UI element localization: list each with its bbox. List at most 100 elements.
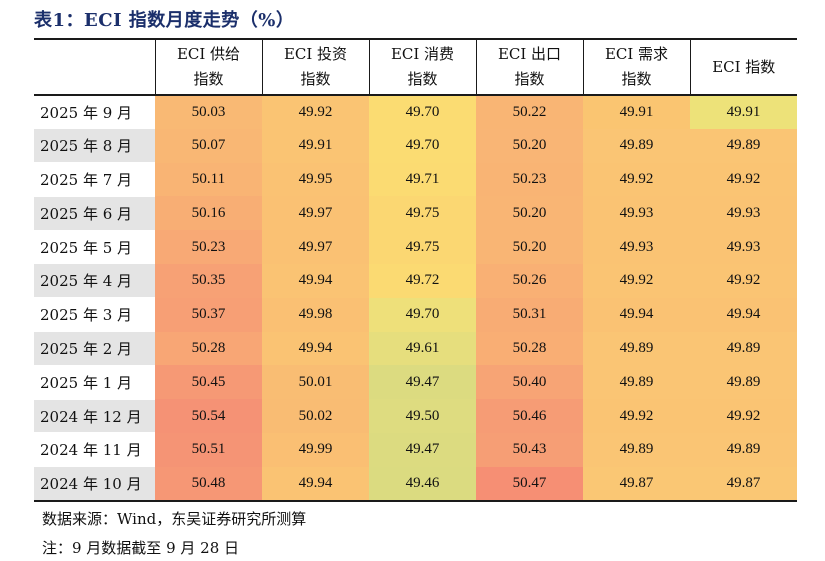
cell-demand: 49.87 — [583, 466, 690, 502]
cell-investment: 50.02 — [262, 399, 369, 433]
cell-export: 50.26 — [476, 263, 583, 298]
row-date: 2025 年 8 月 — [34, 128, 155, 163]
header-consumption: ECI 消费 指数 — [368, 38, 476, 96]
cell-supply: 50.16 — [155, 196, 262, 231]
cell-demand: 49.91 — [583, 95, 690, 129]
cell-export: 50.23 — [476, 162, 583, 197]
row-date: 2024 年 12 月 — [34, 398, 155, 433]
eci-table: ECI 供给 指数 ECI 投资 指数 ECI 消费 指数 ECI 出口 指数 ECI … — [34, 38, 797, 502]
cell-supply: 50.23 — [155, 230, 262, 264]
source-note: 数据来源：Wind，东吴证券研究所测算 — [42, 510, 307, 528]
header-demand: ECI 需求 指数 — [582, 38, 690, 96]
cell-investment: 49.92 — [262, 95, 369, 129]
row-date: 2025 年 2 月 — [34, 331, 155, 366]
cell-investment: 49.95 — [262, 162, 369, 197]
cell-export: 50.31 — [476, 297, 583, 332]
cell-consumption: 49.71 — [369, 162, 476, 197]
row-date: 2025 年 6 月 — [34, 195, 155, 231]
row-date: 2024 年 10 月 — [34, 466, 155, 502]
cell-consumption: 49.47 — [369, 432, 476, 467]
table-row: 2025 年 5 月 50.23 49.97 49.75 50.20 49.93 49.93 — [34, 229, 797, 264]
cell-consumption: 49.70 — [369, 95, 476, 129]
header-supply: ECI 供给 指数 — [154, 38, 262, 96]
cell-consumption: 49.75 — [369, 196, 476, 231]
row-date: 2024 年 11 月 — [34, 432, 155, 467]
cell-eci: 49.91 — [690, 95, 797, 129]
cell-eci: 49.93 — [690, 196, 797, 231]
cell-eci: 49.89 — [690, 331, 797, 366]
table-header-row: ECI 供给 指数 ECI 投资 指数 ECI 消费 指数 ECI 出口 指数 ECI … — [34, 38, 797, 96]
cell-export: 50.47 — [476, 466, 583, 502]
cell-investment: 49.91 — [262, 128, 369, 163]
table-row: 2025 年 1 月 50.45 50.01 49.47 50.40 49.89 49.89 — [34, 364, 797, 400]
cell-export: 50.20 — [476, 128, 583, 163]
cell-demand: 49.94 — [583, 297, 690, 332]
table-row: 2024 年 12 月 50.54 50.02 49.50 50.46 49.92 49.9… — [34, 398, 797, 433]
table-row: 2024 年 10 月 50.48 49.94 49.46 50.47 49.87 49.8… — [34, 466, 797, 502]
header-export: ECI 出口 指数 — [475, 38, 583, 96]
header-eci: ECI 指数 — [689, 38, 797, 96]
cell-supply: 50.35 — [155, 263, 262, 298]
cell-demand: 49.92 — [583, 162, 690, 197]
cell-eci: 49.92 — [690, 263, 797, 298]
cell-consumption: 49.70 — [369, 128, 476, 163]
table-row: 2025 年 6 月 50.16 49.97 49.75 50.20 49.93 49.93 — [34, 195, 797, 231]
cell-export: 50.46 — [476, 399, 583, 433]
cell-eci: 49.92 — [690, 399, 797, 433]
header-investment: ECI 投资 指数 — [261, 38, 369, 96]
cell-eci: 49.94 — [690, 297, 797, 332]
cell-investment: 49.94 — [262, 263, 369, 298]
cell-demand: 49.89 — [583, 331, 690, 366]
table-row: 2024 年 11 月 50.51 49.99 49.47 50.43 49.89 49.8… — [34, 432, 797, 467]
cell-demand: 49.92 — [583, 399, 690, 433]
row-date: 2025 年 5 月 — [34, 229, 155, 264]
row-date: 2025 年 3 月 — [34, 297, 155, 332]
row-date: 2025 年 7 月 — [34, 162, 155, 197]
cell-eci: 49.92 — [690, 162, 797, 197]
cell-export: 50.20 — [476, 230, 583, 264]
cell-export: 50.40 — [476, 365, 583, 400]
cell-consumption: 49.50 — [369, 399, 476, 433]
table-title: 表1：ECI 指数月度走势（%） — [34, 10, 295, 31]
cell-eci: 49.89 — [690, 432, 797, 467]
table-row: 2025 年 3 月 50.37 49.98 49.70 50.31 49.94 49.94 — [34, 297, 797, 332]
cell-supply: 50.51 — [155, 432, 262, 467]
cell-investment: 49.97 — [262, 230, 369, 264]
cell-supply: 50.11 — [155, 162, 262, 197]
cell-supply: 50.03 — [155, 95, 262, 129]
cell-supply: 50.28 — [155, 331, 262, 366]
cell-demand: 49.89 — [583, 365, 690, 400]
cell-eci: 49.89 — [690, 128, 797, 163]
cell-eci: 49.93 — [690, 230, 797, 264]
cell-supply: 50.07 — [155, 128, 262, 163]
table-row: 2025 年 8 月 50.07 49.91 49.70 50.20 49.89 49.89 — [34, 128, 797, 163]
cell-consumption: 49.46 — [369, 466, 476, 502]
table-row: 2025 年 7 月 50.11 49.95 49.71 50.23 49.92 49.92 — [34, 162, 797, 197]
cell-demand: 49.92 — [583, 263, 690, 298]
cell-consumption: 49.61 — [369, 331, 476, 366]
cell-consumption: 49.47 — [369, 365, 476, 400]
header-blank — [34, 38, 155, 96]
cell-supply: 50.48 — [155, 466, 262, 502]
cell-export: 50.43 — [476, 432, 583, 467]
cell-investment: 49.94 — [262, 331, 369, 366]
cell-investment: 49.98 — [262, 297, 369, 332]
footnote: 注：9 月数据截至 9 月 28 日 — [42, 539, 240, 557]
row-date: 2025 年 1 月 — [34, 364, 155, 400]
cell-demand: 49.89 — [583, 432, 690, 467]
cell-demand: 49.93 — [583, 196, 690, 231]
cell-investment: 49.99 — [262, 432, 369, 467]
table-row: 2025 年 4 月 50.35 49.94 49.72 50.26 49.92 49.92 — [34, 263, 797, 298]
cell-investment: 49.94 — [262, 466, 369, 502]
table-row: 2025 年 9 月 50.03 49.92 49.70 50.22 49.91 49.91 — [34, 94, 797, 129]
row-date: 2025 年 4 月 — [34, 263, 155, 298]
cell-eci: 49.89 — [690, 365, 797, 400]
cell-export: 50.28 — [476, 331, 583, 366]
cell-export: 50.20 — [476, 196, 583, 231]
cell-demand: 49.93 — [583, 230, 690, 264]
cell-consumption: 49.70 — [369, 297, 476, 332]
cell-demand: 49.89 — [583, 128, 690, 163]
cell-consumption: 49.72 — [369, 263, 476, 298]
row-date: 2025 年 9 月 — [34, 94, 155, 129]
cell-investment: 49.97 — [262, 196, 369, 231]
